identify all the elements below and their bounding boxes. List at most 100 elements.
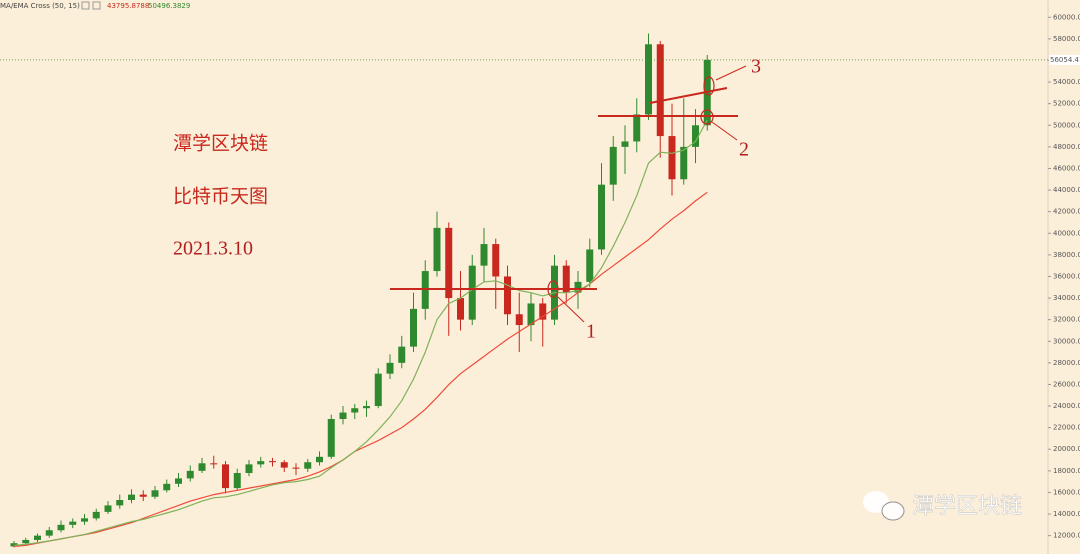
y-tick-label: 60000.00 bbox=[1053, 13, 1080, 21]
y-tick-label: 38000.00 bbox=[1053, 251, 1080, 259]
y-tick-label: 52000.00 bbox=[1053, 100, 1080, 108]
watermark-icon bbox=[863, 491, 905, 521]
annotation-title: 潭学区块链 bbox=[173, 132, 268, 154]
y-tick-label: 20000.00 bbox=[1053, 445, 1080, 453]
candle-body bbox=[480, 244, 488, 266]
candle-body bbox=[116, 500, 124, 506]
candle-body bbox=[198, 463, 206, 471]
y-tick-label: 16000.00 bbox=[1053, 488, 1080, 496]
annotation-date: 2021.3.10 bbox=[173, 238, 253, 260]
y-tick-label: 48000.00 bbox=[1053, 143, 1080, 151]
candle-body bbox=[668, 136, 676, 180]
candle-body bbox=[527, 303, 535, 326]
checkbox[interactable] bbox=[81, 1, 90, 10]
indicator-line bbox=[13, 119, 708, 546]
watermark: 潭学区块链 bbox=[912, 494, 1022, 519]
y-tick-label: 22000.00 bbox=[1053, 424, 1080, 432]
candle-body bbox=[586, 249, 594, 282]
candle-body bbox=[139, 494, 147, 497]
y-tick-label: 30000.00 bbox=[1053, 337, 1080, 345]
candle-body bbox=[645, 44, 652, 115]
candle-body bbox=[445, 227, 453, 299]
candle-body bbox=[163, 483, 171, 491]
candle-body bbox=[45, 530, 53, 536]
y-tick-label: 36000.00 bbox=[1053, 272, 1080, 280]
candle-body bbox=[598, 184, 605, 250]
candle-body bbox=[186, 470, 194, 479]
candle-body bbox=[269, 461, 276, 463]
drawings bbox=[390, 65, 747, 323]
y-tick-label: 18000.00 bbox=[1053, 467, 1080, 475]
candle-body bbox=[656, 44, 664, 137]
candle-body bbox=[562, 265, 570, 293]
y-tick-label: 24000.00 bbox=[1053, 402, 1080, 410]
y-tick-label: 46000.00 bbox=[1053, 164, 1080, 172]
candle-body bbox=[327, 419, 335, 457]
candle-body bbox=[386, 362, 394, 374]
candle-body bbox=[574, 281, 582, 293]
candle-body bbox=[233, 473, 241, 489]
candle-body bbox=[351, 408, 359, 413]
y-tick-label: 50000.00 bbox=[1053, 121, 1080, 129]
price-label: 56054.41 bbox=[1050, 56, 1080, 64]
candle-body bbox=[128, 494, 135, 501]
indicator-line bbox=[13, 191, 708, 547]
y-tick-label: 42000.00 bbox=[1053, 208, 1080, 216]
candle-body bbox=[363, 406, 370, 409]
candle-body bbox=[398, 346, 406, 363]
y-tick-label: 34000.00 bbox=[1053, 294, 1080, 302]
y-tick-label: 40000.00 bbox=[1053, 229, 1080, 237]
candle-body bbox=[316, 456, 323, 463]
candle-body bbox=[680, 146, 688, 180]
annotation-1: 1 bbox=[586, 321, 596, 343]
y-tick-label: 28000.00 bbox=[1053, 359, 1080, 367]
y-tick-label: 26000.00 bbox=[1053, 380, 1080, 388]
candle-body bbox=[257, 461, 265, 465]
candle-body bbox=[410, 308, 417, 347]
candle-body bbox=[151, 490, 159, 497]
candle-body bbox=[457, 298, 464, 320]
candle-body bbox=[609, 146, 617, 185]
annotation-2: 2 bbox=[739, 139, 749, 161]
candle-body bbox=[245, 464, 253, 474]
y-tick-label: 12000.00 bbox=[1053, 532, 1080, 540]
candle-body bbox=[222, 464, 229, 489]
candle-body bbox=[339, 412, 347, 420]
ema-value: 50496.3829 bbox=[148, 2, 190, 10]
candle-body bbox=[504, 276, 511, 315]
annotation-subtitle: 比特币天图 bbox=[173, 185, 268, 207]
candle-body bbox=[621, 141, 629, 147]
candle-body bbox=[468, 265, 476, 320]
candle-body bbox=[81, 518, 88, 522]
candle-body bbox=[210, 463, 218, 465]
price-tag bbox=[1049, 54, 1080, 65]
candle-body bbox=[515, 314, 523, 326]
candle-body bbox=[492, 244, 500, 277]
annotation-3: 3 bbox=[751, 56, 761, 78]
candle-body bbox=[374, 373, 382, 407]
candle-body bbox=[34, 535, 41, 540]
candle-body bbox=[22, 539, 30, 544]
y-tick-label: 32000.00 bbox=[1053, 316, 1080, 324]
candle-body bbox=[692, 125, 699, 147]
y-tick-label: 54000.00 bbox=[1053, 78, 1080, 86]
candle-body bbox=[292, 467, 300, 469]
price-axis bbox=[1048, 0, 1080, 554]
candle-body bbox=[69, 521, 77, 525]
ma-value: 43795.8788 bbox=[107, 2, 149, 10]
candle-body bbox=[539, 303, 547, 320]
y-tick-label: 14000.00 bbox=[1053, 510, 1080, 518]
candle-body bbox=[433, 227, 441, 272]
y-tick-label: 44000.00 bbox=[1053, 186, 1080, 194]
y-tick-label: 58000.00 bbox=[1053, 35, 1080, 43]
candle-body bbox=[175, 478, 182, 484]
candle-body bbox=[304, 462, 312, 469]
candle-body bbox=[280, 462, 288, 468]
candle-body bbox=[633, 114, 641, 142]
candle-body bbox=[57, 524, 65, 531]
candle-body bbox=[92, 511, 100, 519]
checkbox[interactable] bbox=[92, 1, 101, 10]
candle-body bbox=[104, 505, 112, 512]
